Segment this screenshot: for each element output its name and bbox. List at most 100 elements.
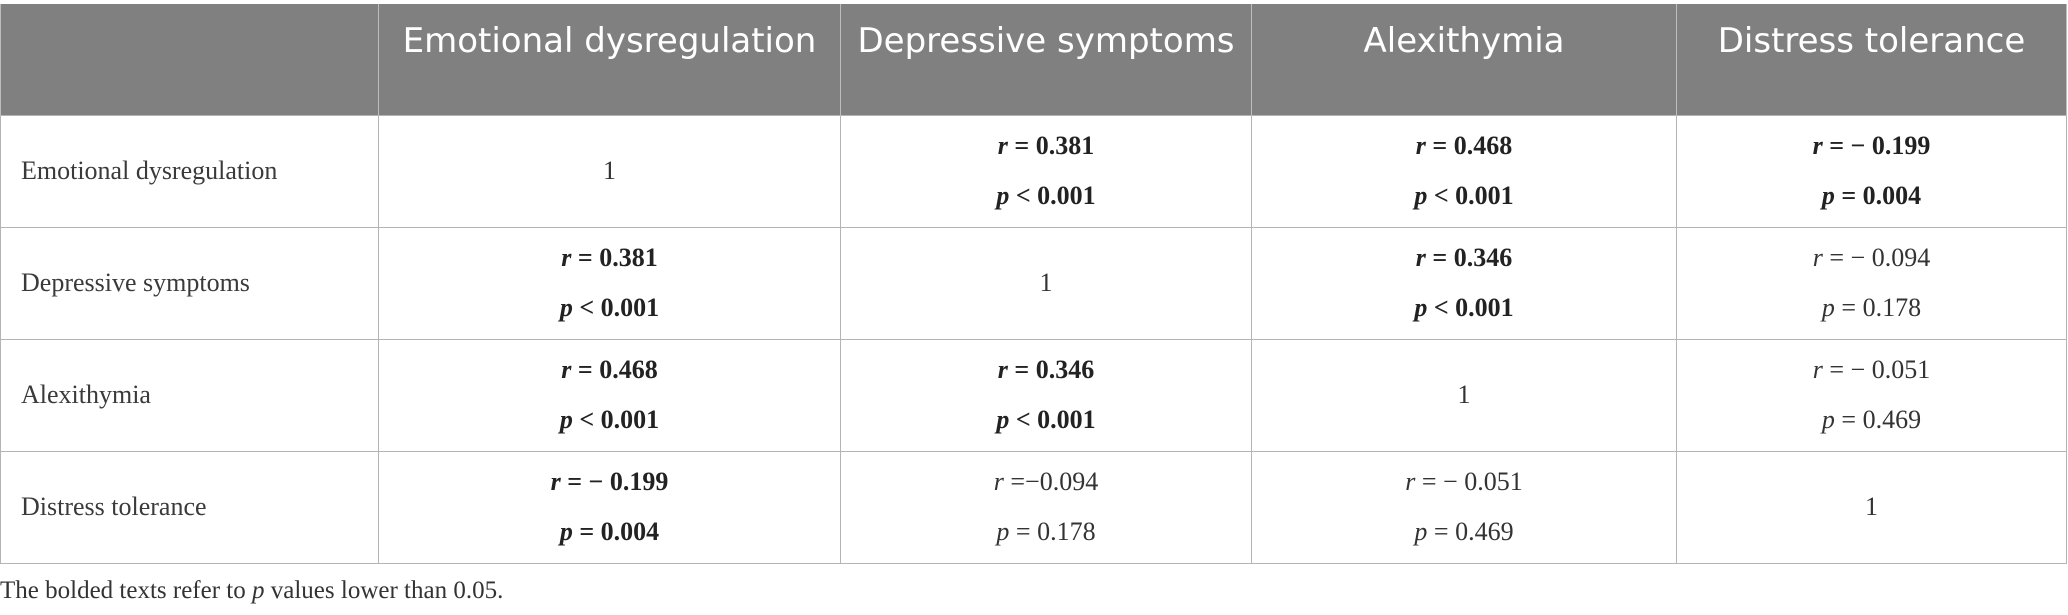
r-value: r = 0.468 — [389, 345, 830, 395]
correlation-cell: 1 — [1676, 450, 2067, 564]
diagonal-value: 1 — [603, 156, 616, 185]
correlation-cell: r = − 0.051 p = 0.469 — [1676, 338, 2067, 452]
p-symbol: p — [996, 405, 1010, 434]
r-value: r = − 0.051 — [1687, 345, 2056, 395]
correlation-cell: r = − 0.199 p = 0.004 — [378, 450, 841, 564]
p-symbol: p — [1414, 181, 1428, 210]
r-symbol: r — [1812, 243, 1823, 272]
r-value-text: = 0.468 — [571, 355, 658, 384]
p-value: p = 0.178 — [1687, 283, 2056, 333]
r-value: r = 0.346 — [1262, 233, 1666, 283]
p-value: p = 0.004 — [389, 507, 830, 557]
correlation-table: Emotional dysregulation Depressive sympt… — [0, 4, 2067, 564]
r-symbol: r — [997, 131, 1008, 160]
r-value-text: = 0.381 — [571, 243, 658, 272]
r-symbol: r — [1405, 467, 1416, 496]
correlation-cell: 1 — [840, 226, 1252, 340]
correlation-cell: r = 0.468 p < 0.001 — [1251, 114, 1677, 228]
p-value-text: = 0.178 — [1009, 517, 1096, 546]
r-value-text: = − 0.051 — [1822, 355, 1931, 384]
p-value: p < 0.001 — [389, 283, 830, 333]
r-value-text: = 0.346 — [1007, 355, 1095, 384]
r-value: r = 0.381 — [389, 233, 830, 283]
p-value: p < 0.001 — [1262, 283, 1666, 333]
table-footnote: The bolded texts refer to p values lower… — [0, 577, 503, 605]
r-value-text: = − 0.094 — [1822, 243, 1931, 272]
r-value: r = 0.381 — [851, 121, 1241, 171]
header-corner — [0, 4, 379, 115]
r-value-text: = 0.346 — [1425, 243, 1513, 272]
r-symbol: r — [1812, 131, 1823, 160]
p-symbol: p — [1821, 181, 1835, 210]
r-symbol: r — [997, 355, 1008, 384]
r-symbol: r — [1415, 243, 1426, 272]
correlation-cell: r = − 0.051 p = 0.469 — [1251, 450, 1677, 564]
correlation-cell: 1 — [1251, 338, 1677, 452]
p-value: p = 0.469 — [1262, 507, 1666, 557]
r-value-text: = − 0.199 — [560, 467, 669, 496]
p-value-text: < 0.001 — [1009, 181, 1096, 210]
footnote-p-symbol: p — [252, 577, 265, 604]
p-symbol: p — [1821, 405, 1835, 434]
row-label: Emotional dysregulation — [0, 114, 379, 228]
correlation-cell: r = 0.381 p < 0.001 — [840, 114, 1252, 228]
correlation-cell: r = 0.346 p < 0.001 — [840, 338, 1252, 452]
r-value-text: = 0.468 — [1425, 131, 1513, 160]
r-value: r = − 0.199 — [1687, 121, 2056, 171]
p-symbol: p — [1414, 293, 1428, 322]
diagonal-value: 1 — [1865, 492, 1878, 521]
correlation-cell: r = 0.468 p < 0.001 — [378, 338, 841, 452]
r-symbol: r — [993, 467, 1004, 496]
correlation-cell: r = − 0.094 p = 0.178 — [1676, 226, 2067, 340]
row-label: Distress tolerance — [0, 450, 379, 564]
header-distress-tolerance: Distress tolerance — [1676, 4, 2067, 115]
r-symbol: r — [1812, 355, 1823, 384]
row-label: Depressive symptoms — [0, 226, 379, 340]
p-value-text: < 0.001 — [572, 293, 660, 322]
p-value: p = 0.004 — [1687, 171, 2056, 221]
r-value: r = 0.468 — [1262, 121, 1666, 171]
diagonal-value: 1 — [1457, 380, 1471, 409]
p-value: p < 0.001 — [1262, 171, 1666, 221]
p-value: p = 0.469 — [1687, 395, 2056, 445]
r-value-text: = 0.381 — [1007, 131, 1095, 160]
p-symbol: p — [1821, 293, 1835, 322]
r-value: r =−0.094 — [851, 457, 1241, 507]
r-value-text: = − 0.051 — [1415, 467, 1523, 496]
correlation-cell: r = 0.346 p < 0.001 — [1251, 226, 1677, 340]
p-value-text: = 0.469 — [1427, 517, 1514, 546]
table-row: Alexithymia r = 0.468 p < 0.001 r = 0.346 p … — [0, 338, 2067, 452]
p-value-text: = 0.178 — [1834, 293, 1922, 322]
p-value-text: < 0.001 — [1427, 293, 1514, 322]
r-symbol: r — [561, 355, 572, 384]
correlation-table-container: Emotional dysregulation Depressive sympt… — [0, 4, 2068, 564]
p-value-text: < 0.001 — [1009, 405, 1096, 434]
header-row: Emotional dysregulation Depressive sympt… — [0, 4, 2067, 115]
header-alexithymia: Alexithymia — [1251, 4, 1677, 115]
p-value-text: = 0.004 — [1834, 181, 1922, 210]
p-symbol: p — [1414, 517, 1428, 546]
p-value: p < 0.001 — [851, 171, 1241, 221]
p-symbol: p — [996, 517, 1010, 546]
r-value: r = − 0.051 — [1262, 457, 1666, 507]
header-emotional-dysregulation: Emotional dysregulation — [378, 4, 841, 115]
r-value-text: = − 0.199 — [1822, 131, 1931, 160]
correlation-cell: r = − 0.199 p = 0.004 — [1676, 114, 2067, 228]
r-value: r = 0.346 — [851, 345, 1241, 395]
p-value-text: = 0.004 — [572, 517, 660, 546]
r-value: r = − 0.199 — [389, 457, 830, 507]
p-symbol: p — [559, 405, 573, 434]
r-symbol: r — [561, 243, 572, 272]
table-row: Distress tolerance r = − 0.199 p = 0.004 r … — [0, 450, 2067, 564]
diagonal-value: 1 — [1039, 268, 1053, 297]
p-value: p < 0.001 — [851, 395, 1241, 445]
correlation-cell: r =−0.094 p = 0.178 — [840, 450, 1252, 564]
footnote-text-after: values lower than 0.05. — [264, 577, 504, 604]
r-symbol: r — [550, 467, 561, 496]
p-value: p = 0.178 — [851, 507, 1241, 557]
r-symbol: r — [1415, 131, 1426, 160]
correlation-cell: r = 0.381 p < 0.001 — [378, 226, 841, 340]
row-label: Alexithymia — [0, 338, 379, 452]
header-depressive-symptoms: Depressive symptoms — [840, 4, 1252, 115]
r-value-text: =−0.094 — [1003, 467, 1099, 496]
